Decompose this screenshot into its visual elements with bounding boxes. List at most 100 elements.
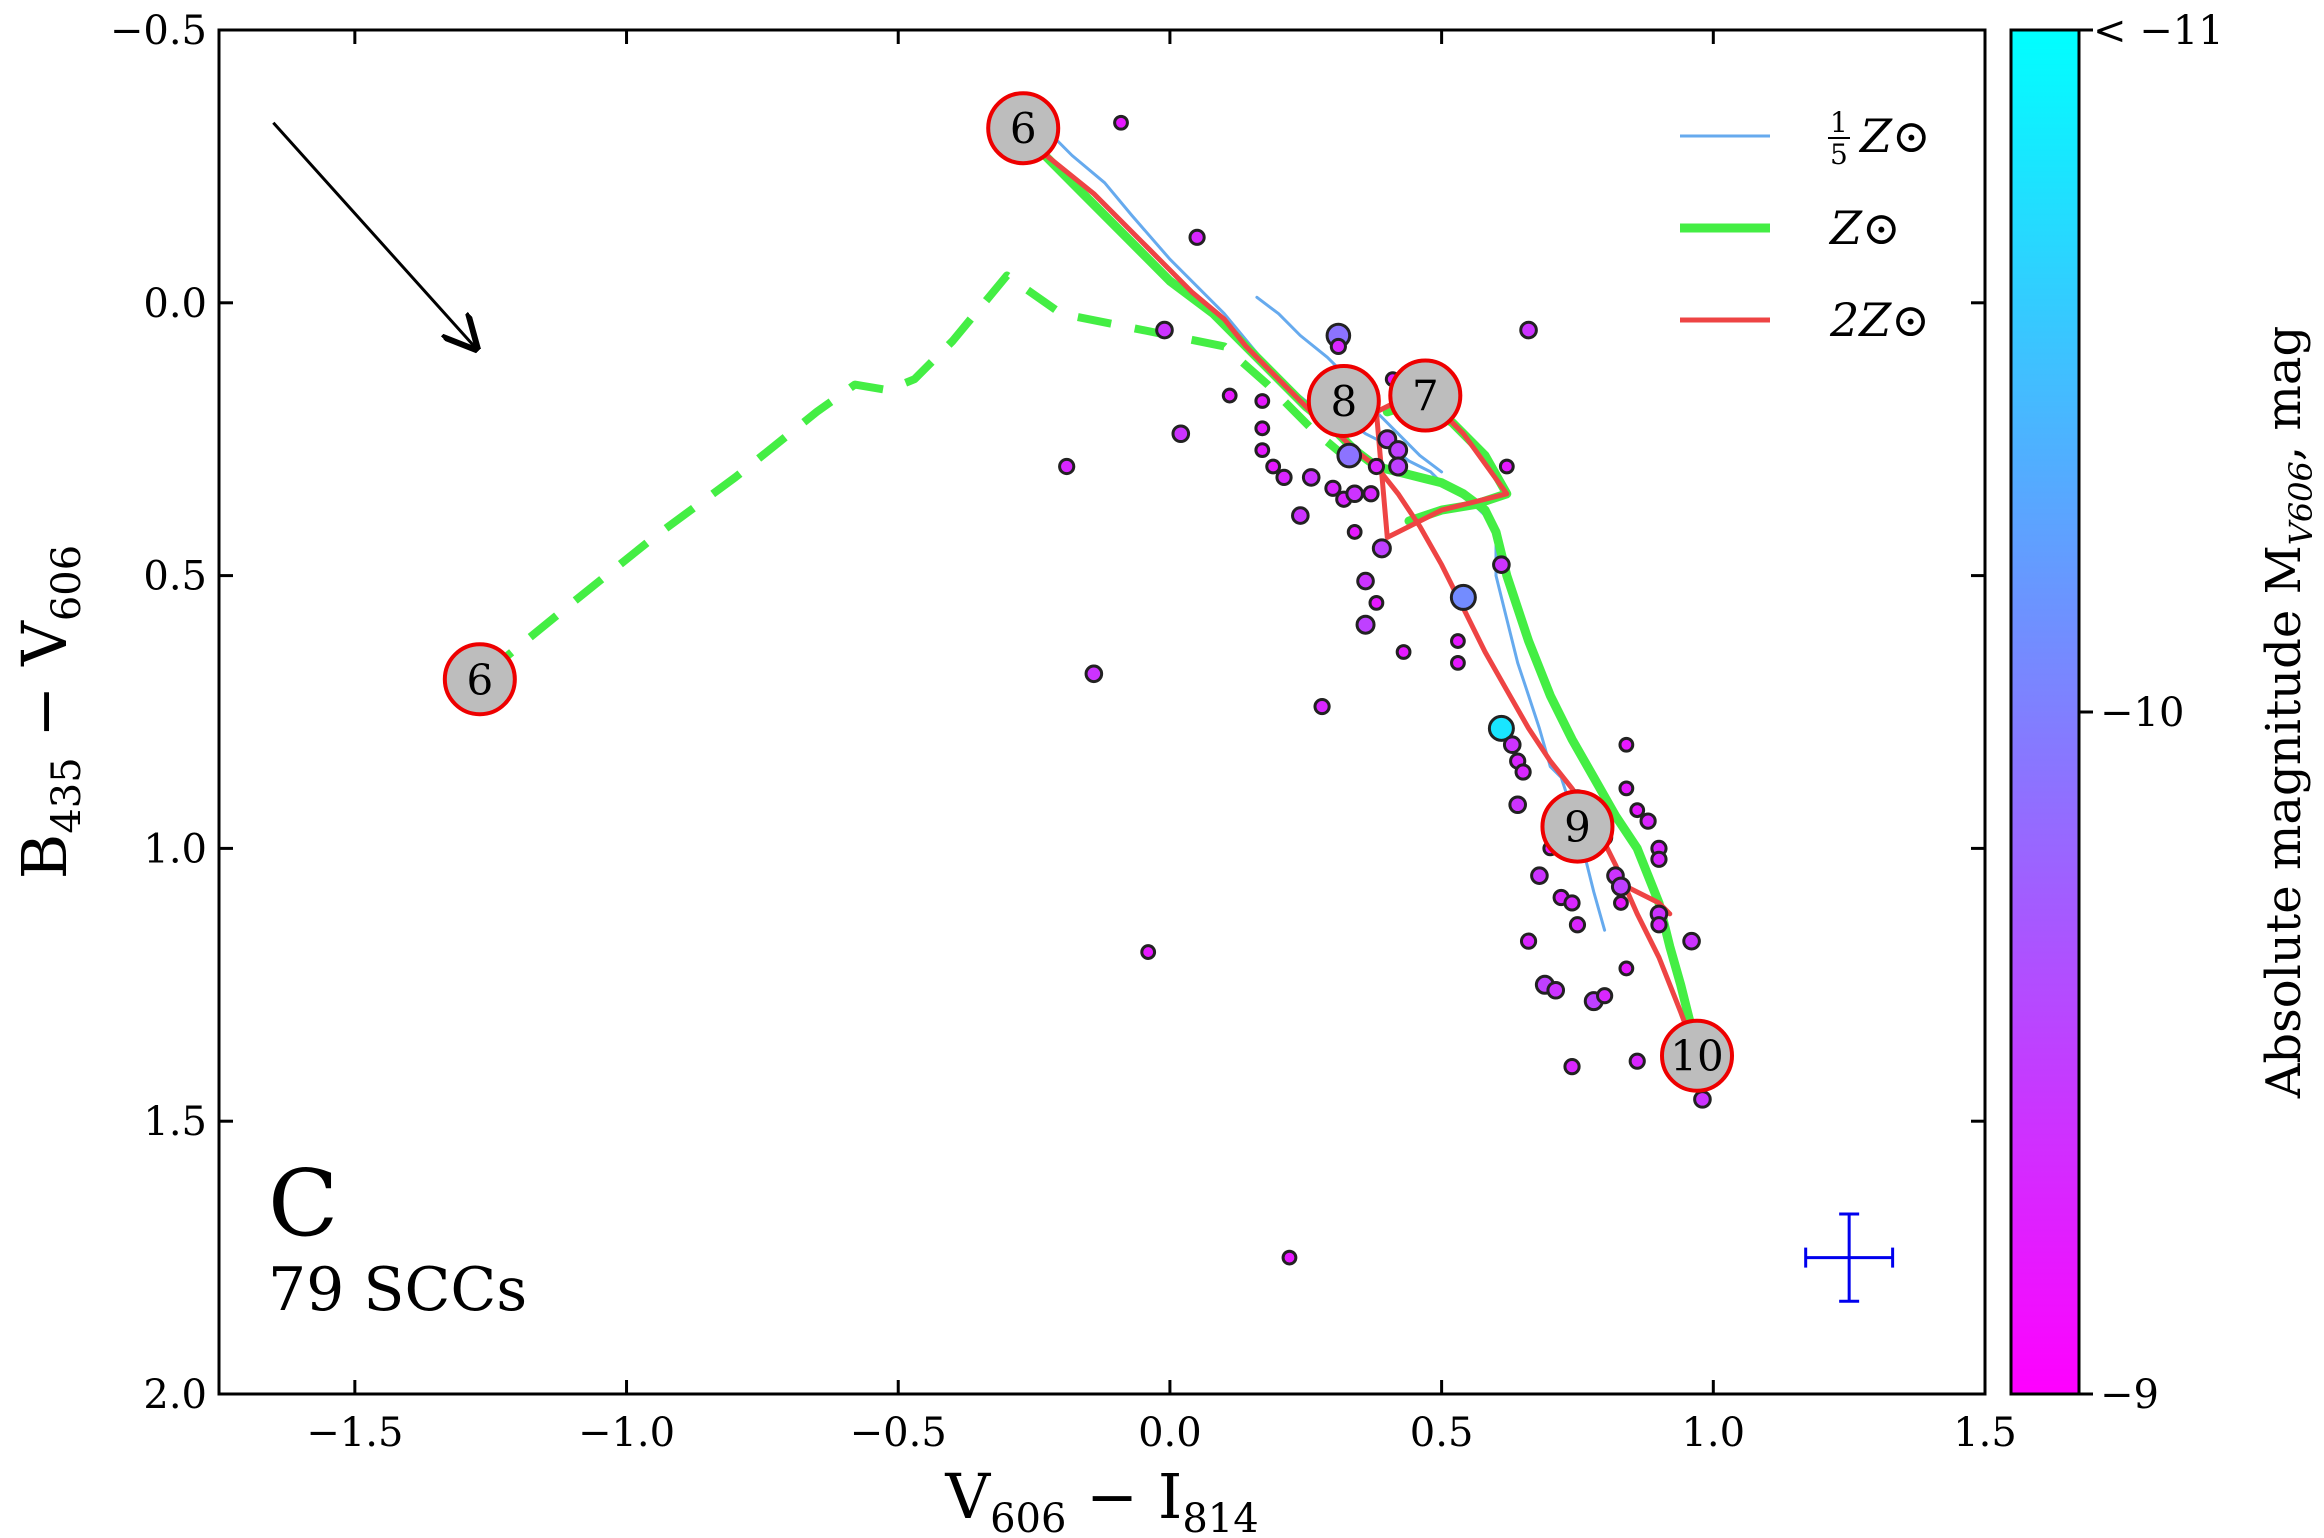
scc-point xyxy=(1498,458,1515,475)
legend-label: Z⊙ xyxy=(1858,109,1931,163)
scc-point xyxy=(1345,484,1364,504)
scc-point xyxy=(1487,714,1515,742)
scc-point xyxy=(1281,1249,1298,1266)
scc-point xyxy=(1639,812,1657,830)
age-marker-label: 6 xyxy=(466,655,493,704)
scc-point xyxy=(1530,866,1549,885)
x-axis-label: V606 − I814 xyxy=(944,1460,1258,1538)
age-marker-label: 10 xyxy=(1670,1032,1723,1081)
scc-point xyxy=(1254,442,1271,459)
colorbar-top-label: < −11 xyxy=(2093,8,2224,54)
y-tick-label: 2.0 xyxy=(143,1372,207,1418)
age-marker-label: 7 xyxy=(1412,372,1439,421)
age-marker: 10 xyxy=(1660,1018,1735,1093)
legend-fraction-denominator: 5 xyxy=(1830,138,1848,171)
x-tick-label: 0.5 xyxy=(1410,1410,1474,1456)
scc-point xyxy=(1368,594,1385,611)
age-markers: 6 6 8 7 9 10 xyxy=(442,91,1735,1093)
scc-point xyxy=(1265,458,1282,475)
scc-point xyxy=(1693,1090,1712,1109)
age-marker-label: 9 xyxy=(1564,803,1591,852)
scc-point xyxy=(1450,654,1466,671)
scc-point xyxy=(1291,506,1310,525)
scc-point xyxy=(1492,555,1511,574)
age-marker-circle xyxy=(1306,364,1381,439)
scc-point xyxy=(1356,571,1375,591)
x-tick-label: 1.0 xyxy=(1681,1410,1745,1456)
scc-point xyxy=(1650,916,1668,934)
x-tick-label: 1.5 xyxy=(1953,1410,2017,1456)
x-tick-label: −0.5 xyxy=(850,1410,947,1456)
scc-point xyxy=(1188,228,1206,246)
plot-area: 6 6 8 7 9 10 xyxy=(442,91,1735,1266)
age-marker-circle xyxy=(1388,358,1463,433)
scc-point xyxy=(1113,114,1129,131)
scc-point xyxy=(1629,802,1646,819)
scc-point xyxy=(1450,633,1466,649)
plot-frame xyxy=(217,28,1987,1396)
age-marker-label: 8 xyxy=(1330,377,1357,426)
scc-point xyxy=(1650,850,1668,868)
scc-point xyxy=(1508,795,1527,815)
scc-point xyxy=(1568,916,1587,934)
scc-point xyxy=(1140,944,1157,960)
error-bar xyxy=(1804,1212,1895,1303)
x-tick-label: −1.0 xyxy=(578,1410,675,1456)
x-tick-label: 0.0 xyxy=(1138,1410,1202,1456)
scc-point xyxy=(1395,644,1412,660)
scc-point xyxy=(1324,479,1342,497)
scc-point xyxy=(1563,1058,1581,1076)
panel-letter: C xyxy=(268,1150,338,1257)
scc-point xyxy=(1388,440,1409,461)
scc-point xyxy=(1171,424,1191,444)
y-tick-label: 0.0 xyxy=(143,281,207,327)
scc-point xyxy=(1371,538,1392,559)
reddening-vector-arrow xyxy=(272,121,474,347)
scc-point xyxy=(1329,337,1347,356)
scc-point xyxy=(1610,876,1631,897)
colorbar xyxy=(2009,28,2081,1396)
scc-point xyxy=(1388,456,1409,477)
scc-point xyxy=(1221,387,1238,404)
scc-point xyxy=(1618,736,1635,753)
scc-point xyxy=(1546,980,1566,1000)
scc-point xyxy=(1254,393,1271,409)
legend-entry: Z⊙ xyxy=(1680,201,1901,255)
scc-point xyxy=(1628,1052,1646,1070)
scc-point xyxy=(1519,932,1538,950)
age-marker: 6 xyxy=(986,91,1061,166)
scc-point xyxy=(1596,987,1614,1005)
age-marker: 9 xyxy=(1540,789,1615,864)
legend-label: Z⊙ xyxy=(1828,201,1901,255)
scatter-points xyxy=(1058,114,1717,1266)
scc-point xyxy=(1519,320,1538,340)
y-tick-label: 0.5 xyxy=(143,554,207,600)
age-marker-circle xyxy=(1660,1018,1735,1093)
scc-point xyxy=(1155,320,1174,340)
scc-point xyxy=(1618,960,1635,977)
legend: 15 Z⊙ Z⊙ 2Z⊙ xyxy=(1680,106,1931,347)
age-marker-label: 6 xyxy=(1010,104,1037,153)
y-tick-label: 1.5 xyxy=(143,1099,207,1145)
scc-point xyxy=(1301,468,1321,487)
scc-point xyxy=(1682,931,1701,951)
scc-point xyxy=(1613,895,1629,911)
scc-point xyxy=(1449,583,1477,611)
scc-point xyxy=(1336,442,1363,469)
scc-point xyxy=(1346,524,1363,540)
scc-point xyxy=(1362,485,1380,503)
legend-entry: 2Z⊙ xyxy=(1680,293,1930,347)
y-tick-label: −0.5 xyxy=(110,8,207,54)
age-marker-circle xyxy=(986,91,1061,166)
scc-point xyxy=(1084,664,1104,684)
isochrone-lines xyxy=(482,121,1700,1059)
scc-point xyxy=(1058,457,1076,476)
age-marker: 7 xyxy=(1388,358,1463,433)
age-marker: 6 xyxy=(442,642,517,717)
x-tick-label: −1.5 xyxy=(306,1410,403,1456)
scc-point xyxy=(1618,780,1635,797)
legend-label: 2Z⊙ xyxy=(1829,293,1930,347)
scc-point xyxy=(1355,614,1376,635)
scc-point xyxy=(1313,697,1331,716)
